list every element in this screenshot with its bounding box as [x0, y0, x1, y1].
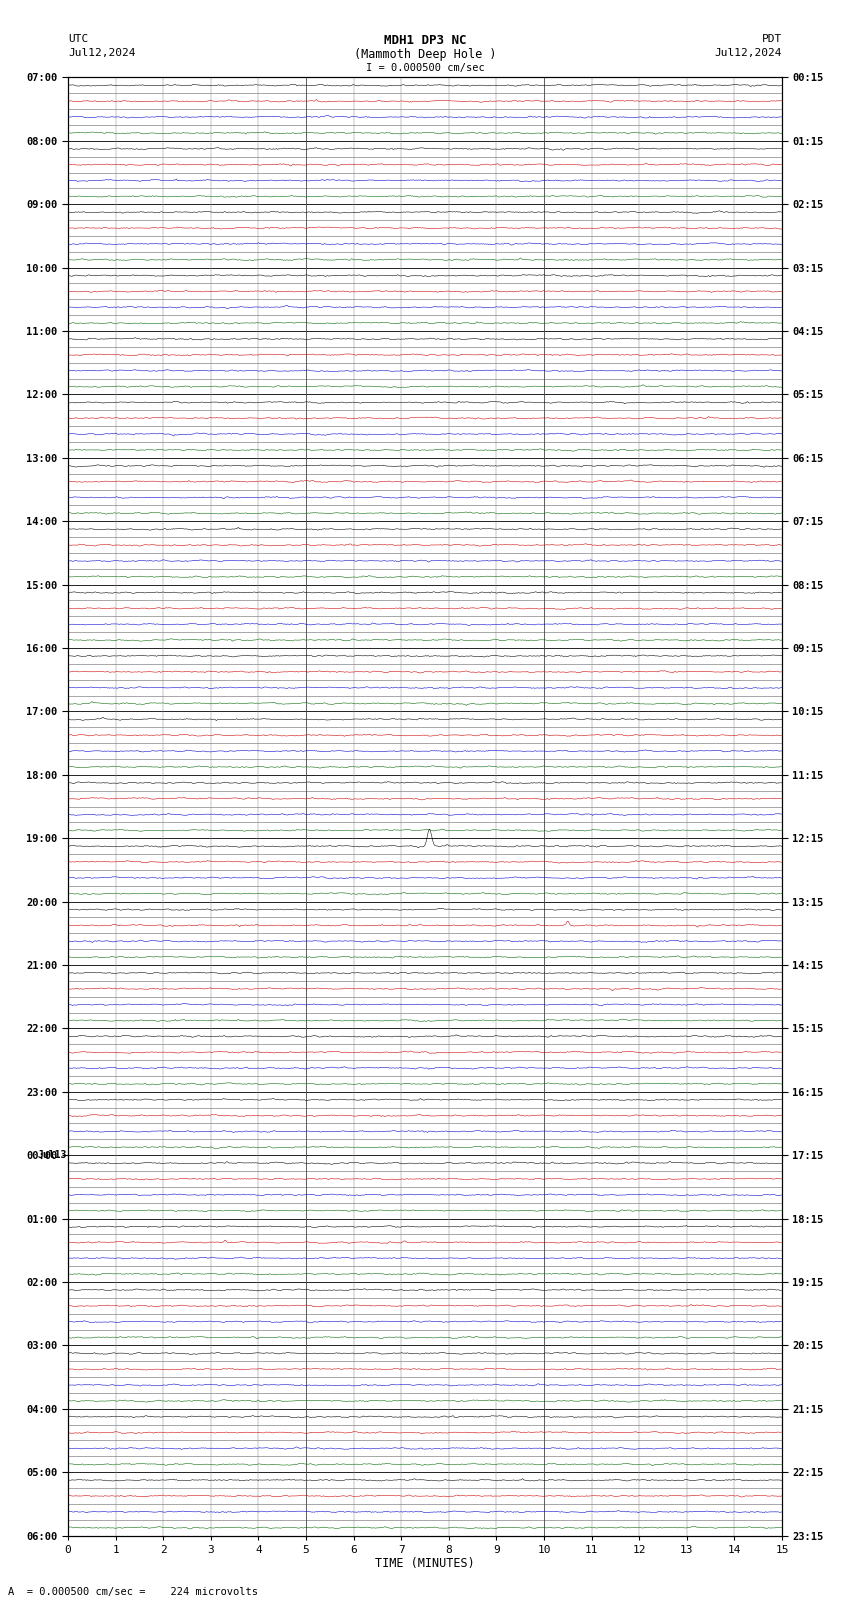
Text: Jul12,2024: Jul12,2024	[68, 48, 135, 58]
Text: I = 0.000500 cm/sec: I = 0.000500 cm/sec	[366, 63, 484, 73]
Text: Jul13: Jul13	[38, 1150, 67, 1160]
Text: MDH1 DP3 NC: MDH1 DP3 NC	[383, 34, 467, 47]
Text: (Mammoth Deep Hole ): (Mammoth Deep Hole )	[354, 48, 496, 61]
Text: A  = 0.000500 cm/sec =    224 microvolts: A = 0.000500 cm/sec = 224 microvolts	[8, 1587, 258, 1597]
Text: PDT: PDT	[762, 34, 782, 44]
X-axis label: TIME (MINUTES): TIME (MINUTES)	[375, 1558, 475, 1571]
Text: UTC: UTC	[68, 34, 88, 44]
Text: Jul12,2024: Jul12,2024	[715, 48, 782, 58]
